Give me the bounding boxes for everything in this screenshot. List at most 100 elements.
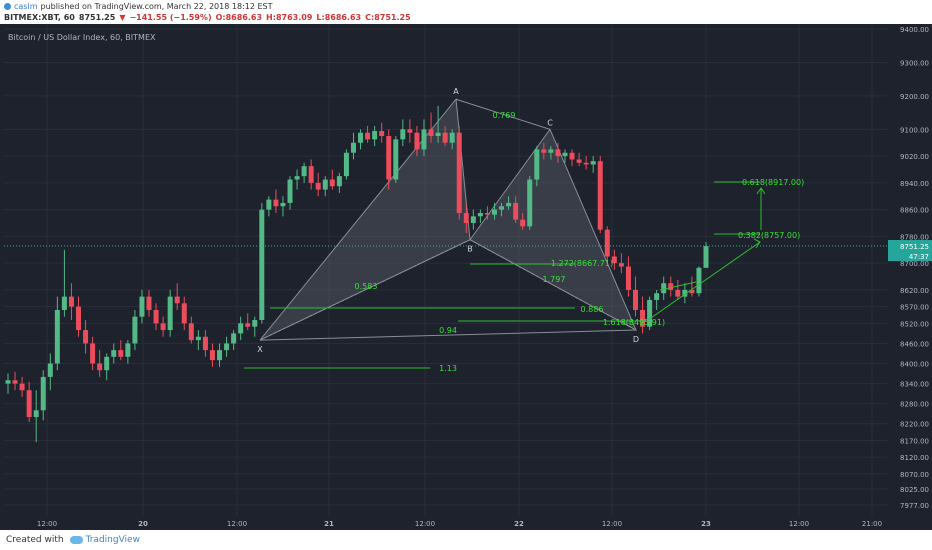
pattern-point-label: X — [257, 345, 263, 354]
candle — [562, 149, 568, 163]
ohlc-summary: BITMEX:XBT, 60 8751.25 ▼ −141.55 (−1.59%… — [4, 13, 411, 22]
x-tick-label: 20 — [138, 520, 148, 528]
candle-body — [597, 161, 603, 230]
candle — [541, 142, 547, 160]
candle — [407, 119, 413, 143]
candle — [167, 289, 173, 337]
candle-body — [132, 316, 138, 344]
candle-body — [435, 132, 441, 137]
candle-body — [125, 343, 131, 357]
candle — [12, 371, 18, 391]
candle — [336, 172, 342, 193]
y-tick-label: 8280.00 — [900, 401, 929, 409]
candle-body — [372, 131, 378, 140]
candle-body — [513, 202, 519, 220]
candle-body — [33, 410, 39, 418]
y-tick-label: 8780.00 — [900, 233, 929, 241]
candle-body — [19, 383, 25, 391]
candle — [491, 202, 497, 220]
fib-ratio-label: 0.769 — [493, 111, 516, 120]
y-tick-label: 9400.00 — [900, 26, 929, 34]
candle-body — [336, 176, 342, 187]
candle — [689, 276, 695, 297]
published-text: published on TradingView.com, March 22, … — [40, 2, 273, 11]
candle-body — [379, 131, 385, 137]
candle — [506, 196, 512, 210]
candle — [661, 276, 667, 300]
candle — [632, 276, 638, 317]
candle — [470, 209, 476, 230]
time-axis[interactable] — [0, 515, 932, 530]
candle-body — [97, 363, 103, 371]
candle-body — [5, 380, 11, 384]
candle — [555, 142, 561, 163]
x-tick-label: 22 — [514, 520, 524, 528]
candle — [287, 176, 293, 210]
candle — [294, 169, 300, 190]
candle — [209, 343, 215, 367]
candle-body — [54, 309, 60, 364]
y-tick-label: 8460.00 — [900, 340, 929, 348]
last-price-value: 8751.25 — [900, 243, 929, 251]
candle — [640, 296, 646, 334]
cloud-icon — [69, 536, 83, 544]
high-value: H:8763.09 — [266, 13, 313, 22]
fib-ratio-label: 1.13 — [439, 364, 457, 373]
candle — [365, 126, 371, 143]
candle-body — [506, 202, 512, 207]
y-tick-label: 8700.00 — [900, 260, 929, 268]
candle — [40, 370, 46, 421]
candle — [273, 189, 279, 213]
y-tick-label: 8220.00 — [900, 421, 929, 429]
low-value: L:8686.63 — [316, 13, 362, 22]
candle-body — [654, 293, 660, 300]
candle — [5, 373, 11, 394]
candle — [322, 176, 328, 197]
candle-body — [329, 179, 335, 187]
price-axis[interactable] — [888, 24, 932, 530]
candle — [231, 330, 237, 351]
publisher-name[interactable]: caslm — [14, 2, 38, 11]
price-chart[interactable]: X A B C D 0.769 0.583 1.272(8667.71) 1.797 0.886… — [0, 24, 932, 530]
user-avatar[interactable] — [4, 3, 11, 10]
candle — [153, 303, 159, 331]
candle — [372, 126, 378, 147]
fib-ratio-label: 1.272(8667.71) — [551, 259, 613, 268]
candle — [26, 381, 32, 423]
candle — [414, 126, 420, 157]
candle — [358, 129, 364, 150]
candle-body — [224, 343, 230, 351]
candle — [527, 176, 533, 230]
candle — [400, 119, 406, 147]
chart-title: Bitcoin / US Dollar Index, 60, BITMEX — [8, 33, 156, 42]
candle — [520, 212, 526, 230]
candle — [111, 343, 117, 364]
candle-body — [548, 149, 554, 153]
candle — [259, 202, 265, 324]
candle-body — [47, 363, 53, 377]
candle — [104, 353, 110, 381]
candle-body — [139, 296, 145, 317]
fib-ratio-label: 0.886 — [581, 305, 604, 314]
footer: Created with TradingView — [0, 530, 932, 550]
candle-body — [611, 256, 617, 264]
candle — [604, 226, 610, 264]
candle-body — [365, 132, 371, 140]
tradingview-logo[interactable]: TradingView — [69, 535, 140, 545]
candle — [569, 149, 575, 167]
candle-body — [456, 132, 462, 213]
candle-body — [343, 152, 349, 177]
candle-body — [463, 212, 469, 224]
arrow-up-icon — [756, 187, 766, 195]
publish-info: caslm published on TradingView.com, Marc… — [4, 2, 272, 11]
x-tick-label: 23 — [701, 520, 711, 528]
candle — [675, 279, 681, 300]
x-tick-label: 21 — [324, 520, 334, 528]
candle-body — [231, 333, 237, 344]
candle-body — [358, 132, 364, 143]
candle-body — [167, 296, 173, 331]
candle-body — [386, 136, 392, 180]
candle-body — [76, 306, 82, 331]
candle-body — [322, 179, 328, 190]
y-tick-label: 9100.00 — [900, 126, 929, 134]
